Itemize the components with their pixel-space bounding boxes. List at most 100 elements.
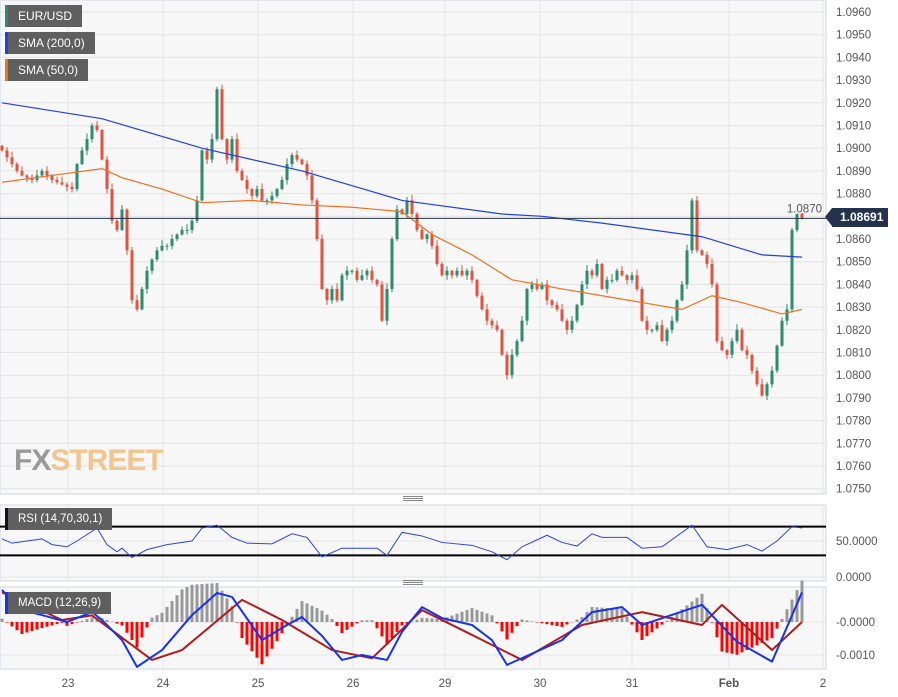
macd-histogram-bar xyxy=(470,608,474,622)
macd-histogram-bar xyxy=(665,620,669,622)
watermark-fx: FX xyxy=(14,444,51,477)
candle-body xyxy=(190,220,194,230)
macd-histogram-bar xyxy=(540,622,544,624)
legend-macd[interactable]: MACD (12,26,9) xyxy=(5,592,112,614)
price-tick-label: 1.0750 xyxy=(836,484,871,496)
legend-rsi[interactable]: RSI (14,70,30,1) xyxy=(5,508,113,530)
macd-histogram-bar xyxy=(30,622,34,632)
candle-body xyxy=(755,370,759,385)
price-tick-label: 1.0780 xyxy=(836,416,871,428)
candle-body xyxy=(365,270,369,276)
macd-histogram-bar xyxy=(150,617,154,622)
macd-histogram-bar xyxy=(15,622,19,631)
candle-body xyxy=(245,179,249,190)
legend-sma50[interactable]: SMA (50,0) xyxy=(5,59,89,81)
candle-body xyxy=(170,239,174,246)
candle-body xyxy=(305,164,309,176)
macd-histogram-bar xyxy=(350,622,354,627)
macd-histogram-bar xyxy=(490,615,494,622)
rsi-line xyxy=(1,524,803,561)
macd-histogram-bar xyxy=(330,618,334,622)
candle-body xyxy=(570,320,574,330)
candle-body xyxy=(520,320,524,342)
candle-body xyxy=(555,304,559,310)
macd-histogram-bar xyxy=(435,618,439,622)
price-tick-label: 1.0910 xyxy=(836,121,871,133)
macd-histogram-bar xyxy=(575,619,579,622)
macd-histogram-bar xyxy=(390,622,394,639)
time-tick-label: 31 xyxy=(626,678,639,690)
candle-body xyxy=(580,284,584,305)
macd-histogram-bar xyxy=(415,619,419,622)
macd-histogram-bar xyxy=(190,584,194,622)
macd-histogram-bar xyxy=(320,610,324,622)
macd-histogram-bar xyxy=(120,622,124,626)
macd-histogram-bar xyxy=(760,622,764,643)
macd-histogram-bar xyxy=(305,603,309,622)
macd-histogram-bar xyxy=(60,622,64,623)
macd-histogram-bar xyxy=(5,622,9,623)
macd-histogram-bar xyxy=(90,617,94,622)
candle-body xyxy=(435,245,439,264)
legend-eurusd[interactable]: EUR/USD xyxy=(5,5,83,27)
macd-histogram-bar xyxy=(210,583,214,622)
candle-body xyxy=(645,320,649,330)
macd-histogram-bar xyxy=(505,622,509,640)
candle-body xyxy=(685,250,689,285)
macd-histogram-bar xyxy=(520,619,524,622)
macd-histogram-bar xyxy=(800,580,804,622)
candle-body xyxy=(275,189,279,196)
macd-line xyxy=(1,589,803,668)
macd-histogram-bar xyxy=(715,622,719,638)
macd-histogram-bar xyxy=(270,622,274,649)
macd-histogram-bar xyxy=(40,622,44,629)
candle-body xyxy=(270,195,274,201)
candle-body xyxy=(145,270,149,289)
candle-body xyxy=(510,354,514,376)
macd-histogram-bar xyxy=(55,622,59,625)
main-panel xyxy=(0,0,827,495)
macd-histogram-bar xyxy=(610,608,614,622)
macd-histogram-bar xyxy=(200,584,204,622)
macd-tick-label: -0.0010 xyxy=(836,650,875,662)
candle-body xyxy=(350,270,354,272)
macd-histogram-bar xyxy=(600,607,604,622)
macd-histogram-bar xyxy=(465,609,469,622)
price-tick-label: 1.0900 xyxy=(836,143,871,155)
macd-histogram-bar xyxy=(385,622,389,645)
candle-body xyxy=(100,130,104,160)
price-tick-label: 1.0920 xyxy=(836,98,871,110)
macd-histogram-bar xyxy=(775,622,779,629)
candle-body xyxy=(475,279,479,296)
candle-body xyxy=(665,329,669,342)
candle-body xyxy=(90,125,94,140)
time-tick-label: 30 xyxy=(534,678,547,690)
macd-histogram-bar xyxy=(185,587,189,622)
macd-panel-resize-handle-icon[interactable] xyxy=(403,580,423,585)
macd-histogram-bar xyxy=(380,622,384,637)
candle-body xyxy=(160,245,164,251)
candle-body xyxy=(45,170,49,176)
candle-body xyxy=(120,209,124,230)
macd-histogram-bar xyxy=(325,614,329,622)
macd-histogram-bar xyxy=(365,620,369,622)
macd-histogram-bar xyxy=(560,622,564,627)
macd-histogram-bar xyxy=(530,621,534,622)
macd-histogram-bar xyxy=(570,622,574,623)
candle-body xyxy=(495,325,499,330)
candle-body xyxy=(640,288,644,321)
legend-sma200[interactable]: SMA (200,0) xyxy=(5,32,95,54)
sma200-line xyxy=(1,102,803,258)
sma50-line xyxy=(1,168,803,315)
macd-histogram-bar xyxy=(455,613,459,622)
candle-body xyxy=(705,254,709,264)
macd-histogram-bar xyxy=(755,622,759,646)
price-tick-label: 1.0880 xyxy=(836,189,871,201)
rsi-panel-resize-handle-icon[interactable] xyxy=(403,496,423,501)
candle-body xyxy=(550,300,554,305)
candle-body xyxy=(210,139,214,160)
candle-body xyxy=(430,234,434,246)
candle-body xyxy=(505,354,509,376)
rsi-panel xyxy=(0,504,827,582)
macd-histogram-bar xyxy=(405,622,409,624)
